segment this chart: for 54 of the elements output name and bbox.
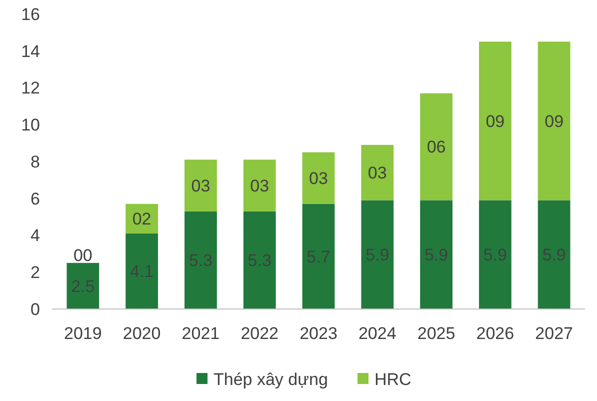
legend-label: Thép xây dựng — [214, 370, 328, 389]
bar — [420, 200, 452, 309]
data-label: 03 — [309, 169, 328, 188]
data-label: 03 — [191, 176, 210, 196]
data-label: 02 — [132, 210, 152, 229]
y-tick-label: 16 — [21, 4, 40, 24]
y-tick-label: 8 — [30, 152, 40, 172]
x-tick-label: 2020 — [122, 324, 161, 343]
x-tick-label: 2022 — [240, 324, 279, 343]
bar — [420, 93, 452, 200]
data-label: 5.9 — [424, 246, 448, 265]
data-label: 5.3 — [188, 251, 213, 270]
bar — [184, 211, 217, 309]
bar — [243, 160, 276, 212]
y-tick-label: 0 — [30, 300, 40, 319]
y-tick-label: 10 — [21, 116, 40, 135]
data-label: 5.9 — [366, 246, 390, 265]
bar — [361, 200, 394, 309]
data-label: 06 — [426, 138, 446, 157]
bar — [361, 144, 394, 200]
data-label: 03 — [368, 164, 387, 183]
y-tick-label: 2 — [30, 263, 40, 282]
bar — [538, 42, 570, 200]
x-tick-label: 2024 — [358, 324, 396, 343]
bar — [243, 211, 276, 309]
y-tick-label: 6 — [30, 189, 40, 208]
data-label: 2.5 — [71, 276, 95, 296]
data-label: 5.3 — [248, 251, 272, 270]
bar — [538, 200, 570, 309]
bar — [66, 262, 100, 309]
data-label: 09 — [486, 112, 505, 131]
y-tick-label: 4 — [30, 226, 40, 246]
data-label: 5.7 — [306, 247, 330, 266]
data-label: 09 — [544, 112, 564, 131]
legend-label: HRC — [374, 370, 412, 389]
x-tick-label: 2023 — [300, 324, 338, 343]
data-label: 03 — [250, 176, 270, 196]
bar — [184, 160, 217, 212]
x-tick-label: 2019 — [64, 324, 102, 343]
x-tick-label: 2021 — [182, 324, 220, 343]
bar — [478, 200, 512, 309]
data-label: 5.9 — [483, 246, 508, 265]
data-label: 5.9 — [542, 246, 566, 265]
bar — [302, 204, 335, 309]
y-tick-label: 14 — [21, 42, 40, 61]
x-tick-label: 2027 — [535, 324, 573, 343]
y-tick-label: 12 — [21, 78, 40, 98]
data-label: 00 — [73, 246, 92, 265]
x-tick-label: 2026 — [476, 324, 514, 343]
data-label: 4.1 — [130, 262, 154, 282]
x-tick-label: 2025 — [417, 324, 456, 343]
bar — [478, 42, 512, 200]
bar — [302, 152, 335, 204]
bar — [126, 233, 158, 309]
